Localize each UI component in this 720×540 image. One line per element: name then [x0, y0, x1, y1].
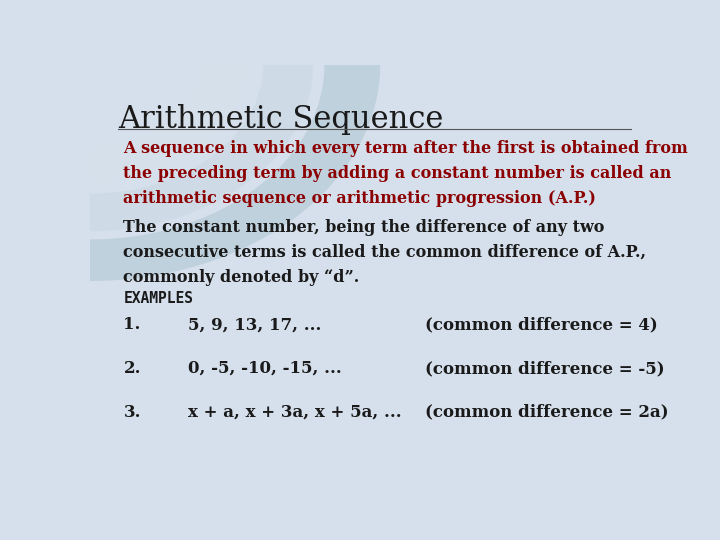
- Text: 3.: 3.: [124, 404, 141, 421]
- Wedge shape: [90, 65, 313, 231]
- Wedge shape: [90, 65, 380, 281]
- Wedge shape: [90, 65, 246, 181]
- Text: the preceding term by adding a constant number is called an: the preceding term by adding a constant …: [124, 165, 672, 181]
- Text: consecutive terms is called the common difference of A.P.,: consecutive terms is called the common d…: [124, 244, 647, 261]
- Text: 1.: 1.: [124, 316, 141, 333]
- Text: (common difference = 4): (common difference = 4): [425, 316, 657, 333]
- Text: (common difference = 2a): (common difference = 2a): [425, 404, 668, 421]
- Text: A sequence in which every term after the first is obtained from: A sequence in which every term after the…: [124, 140, 688, 157]
- Text: 2.: 2.: [124, 360, 141, 377]
- Text: 0, -5, -10, -15, ...: 0, -5, -10, -15, ...: [188, 360, 341, 377]
- Text: commonly denoted by “d”.: commonly denoted by “d”.: [124, 268, 360, 286]
- Text: arithmetic sequence or arithmetic progression (A.P.): arithmetic sequence or arithmetic progre…: [124, 190, 596, 206]
- Text: EXAMPLES: EXAMPLES: [124, 292, 194, 306]
- Text: Arithmetic Sequence: Arithmetic Sequence: [118, 104, 444, 136]
- Text: x + a, x + 3a, x + 5a, ...: x + a, x + 3a, x + 5a, ...: [188, 404, 401, 421]
- Text: (common difference = -5): (common difference = -5): [425, 360, 665, 377]
- Text: 5, 9, 13, 17, ...: 5, 9, 13, 17, ...: [188, 316, 321, 333]
- Text: The constant number, being the difference of any two: The constant number, being the differenc…: [124, 219, 605, 235]
